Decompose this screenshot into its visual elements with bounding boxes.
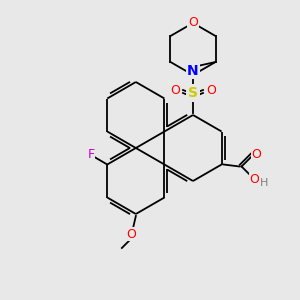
Text: O: O <box>170 85 180 98</box>
Text: O: O <box>250 173 260 186</box>
Text: O: O <box>188 16 198 29</box>
Text: O: O <box>206 85 216 98</box>
Text: N: N <box>187 64 199 78</box>
Text: S: S <box>188 86 198 100</box>
Text: H: H <box>260 178 268 188</box>
Text: F: F <box>88 148 95 161</box>
Text: O: O <box>126 227 136 241</box>
Text: O: O <box>252 148 262 161</box>
